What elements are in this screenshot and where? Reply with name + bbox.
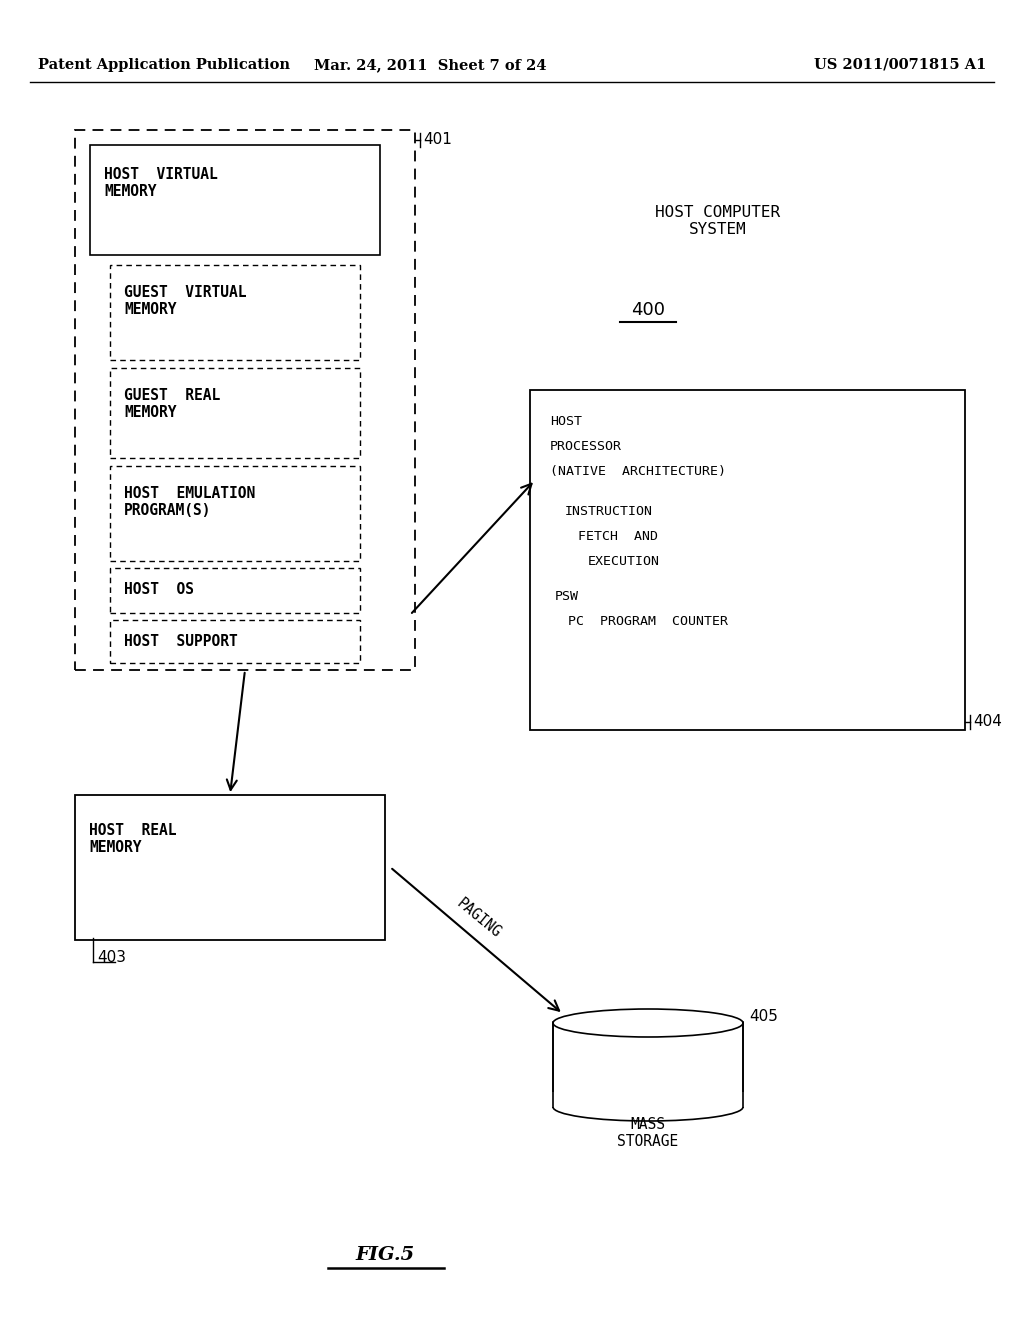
- Text: FETCH  AND: FETCH AND: [578, 531, 658, 543]
- Text: HOST  EMULATION
PROGRAM(S): HOST EMULATION PROGRAM(S): [124, 486, 255, 519]
- Text: HOST  REAL
MEMORY: HOST REAL MEMORY: [89, 822, 176, 855]
- Text: HOST  OS: HOST OS: [124, 582, 194, 598]
- Text: Mar. 24, 2011  Sheet 7 of 24: Mar. 24, 2011 Sheet 7 of 24: [313, 58, 546, 73]
- Bar: [90, 145, 380, 255]
- Text: 400: 400: [631, 301, 665, 319]
- Text: 401: 401: [423, 132, 452, 148]
- Text: HOST  VIRTUAL
MEMORY: HOST VIRTUAL MEMORY: [104, 168, 218, 199]
- Text: PROCESSOR: PROCESSOR: [550, 440, 622, 453]
- Text: US 2011/0071815 A1: US 2011/0071815 A1: [814, 58, 986, 73]
- Ellipse shape: [553, 1008, 743, 1038]
- Ellipse shape: [553, 1093, 743, 1121]
- Text: PC  PROGRAM  COUNTER: PC PROGRAM COUNTER: [568, 615, 728, 628]
- Bar: [553, 1022, 743, 1107]
- Bar: [110, 368, 360, 458]
- Bar: [75, 795, 385, 940]
- Text: EXECUTION: EXECUTION: [588, 554, 660, 568]
- Text: 404: 404: [973, 714, 1001, 730]
- Text: HOST COMPUTER
SYSTEM: HOST COMPUTER SYSTEM: [655, 205, 780, 238]
- Text: HOST: HOST: [550, 414, 582, 428]
- Text: HOST  SUPPORT: HOST SUPPORT: [124, 634, 238, 648]
- Text: PAGING: PAGING: [454, 895, 504, 940]
- Bar: [110, 568, 360, 612]
- Text: 405: 405: [749, 1008, 778, 1024]
- Text: Patent Application Publication: Patent Application Publication: [38, 58, 290, 73]
- Text: PSW: PSW: [555, 590, 579, 603]
- Bar: [110, 265, 360, 360]
- Text: 403: 403: [97, 950, 126, 965]
- Text: GUEST  REAL
MEMORY: GUEST REAL MEMORY: [124, 388, 220, 420]
- Bar: [530, 389, 965, 730]
- Text: MASS
STORAGE: MASS STORAGE: [617, 1117, 679, 1150]
- Bar: [110, 620, 360, 663]
- Text: GUEST  VIRTUAL
MEMORY: GUEST VIRTUAL MEMORY: [124, 285, 247, 317]
- Text: INSTRUCTION: INSTRUCTION: [565, 506, 653, 517]
- Bar: [75, 129, 415, 671]
- Bar: [551, 1092, 745, 1107]
- Text: FIG.5: FIG.5: [355, 1246, 415, 1265]
- Text: (NATIVE  ARCHITECTURE): (NATIVE ARCHITECTURE): [550, 465, 726, 478]
- Bar: [110, 466, 360, 561]
